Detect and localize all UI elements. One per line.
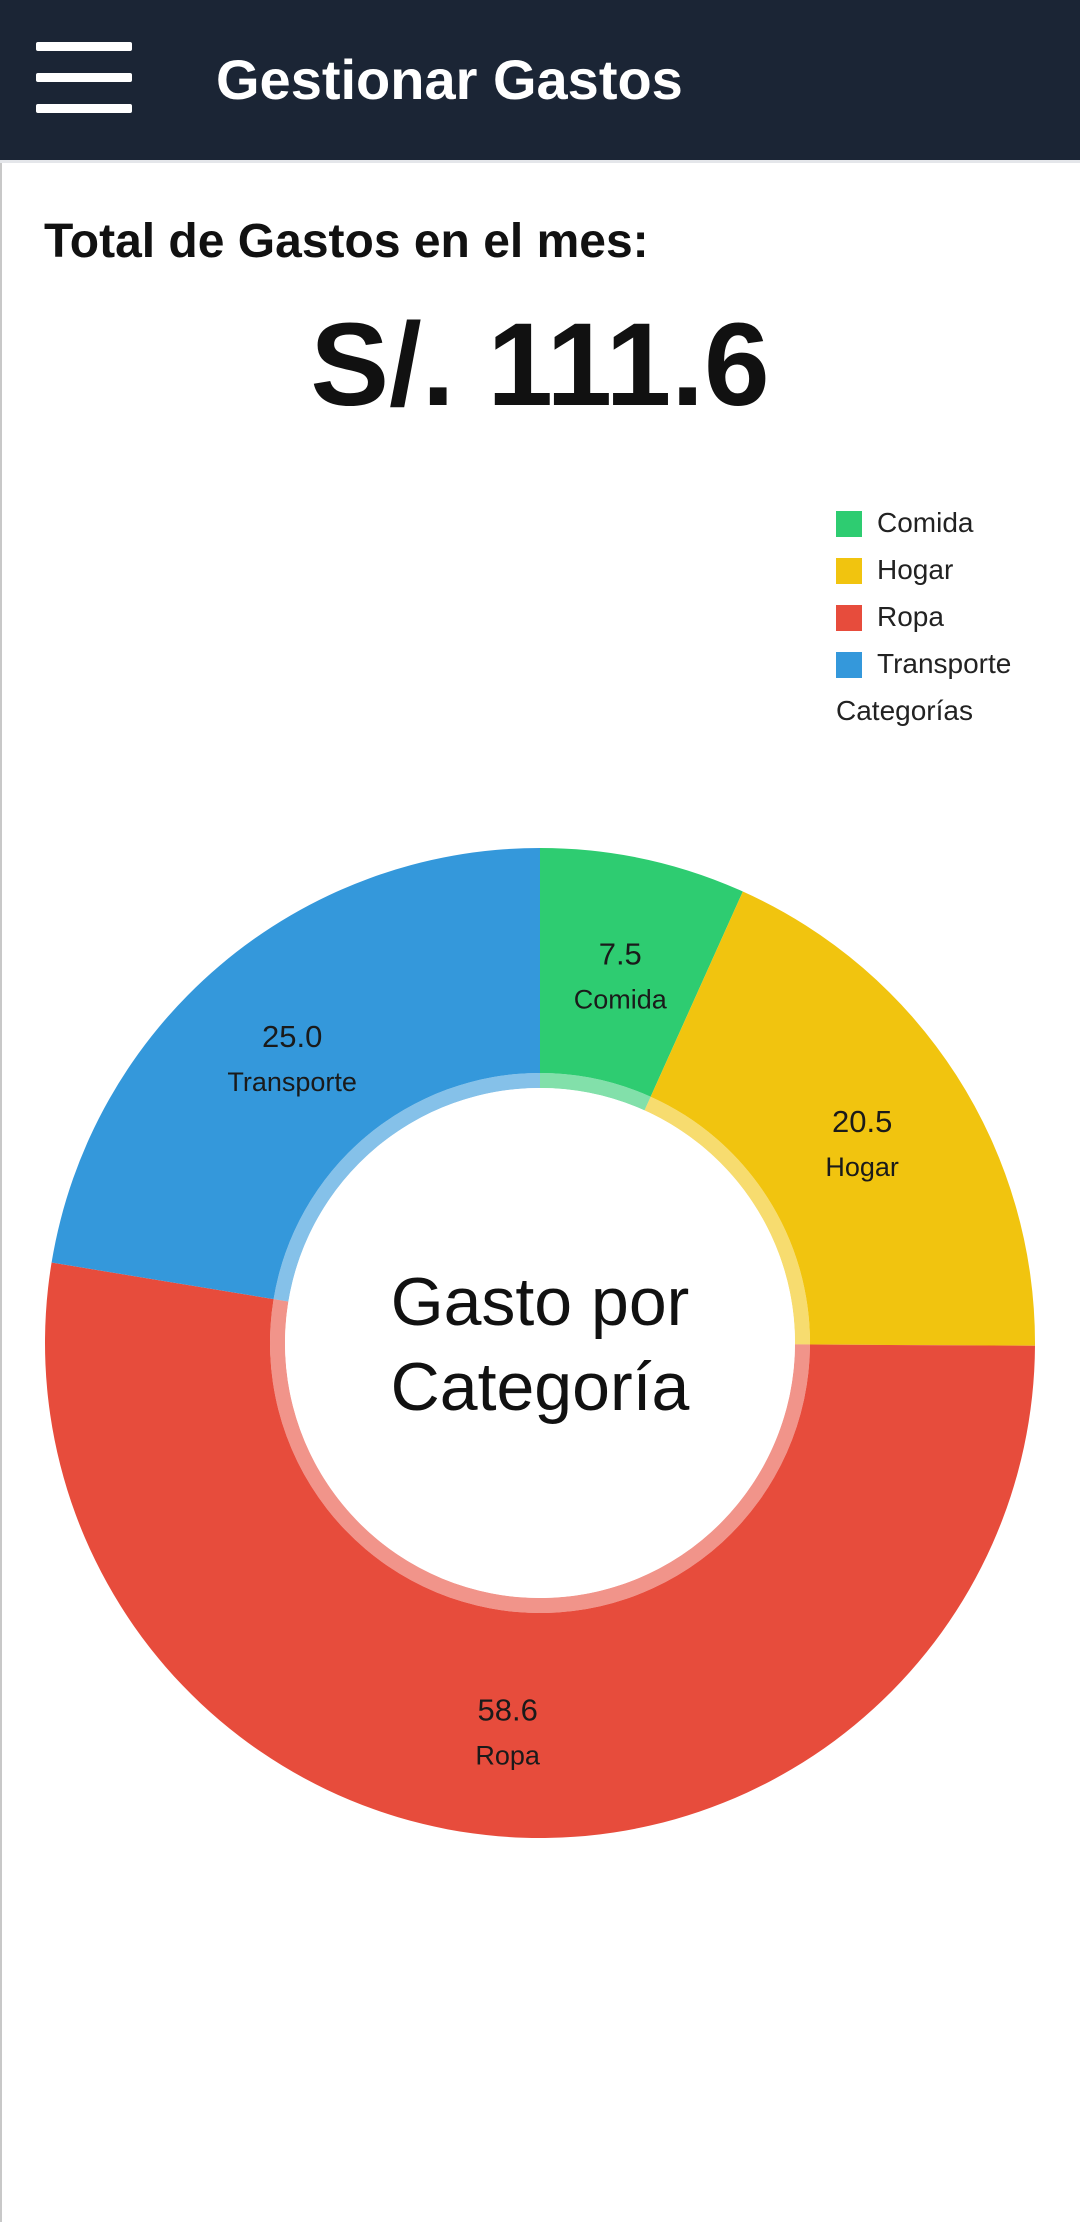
legend-swatch	[836, 652, 862, 678]
slice-category-label: Ropa	[475, 1741, 541, 1771]
legend-label: Transporte	[877, 648, 1012, 679]
legend-title: Categorías	[836, 695, 973, 726]
slice-value-label: 58.6	[478, 1693, 538, 1728]
inner-ring-hogar	[644, 1096, 810, 1345]
legend-label: Hogar	[877, 554, 954, 585]
legend-item-hogar[interactable]: Hogar	[836, 551, 1076, 598]
inner-ring-transporte	[273, 1073, 540, 1302]
slice-value-label: 7.5	[599, 937, 642, 972]
legend-item-comida[interactable]: Comida	[836, 504, 1076, 551]
donut-hole	[285, 1088, 795, 1598]
app-bar-divider	[0, 160, 1080, 163]
total-label: Total de Gastos en el mes:	[44, 215, 649, 268]
legend-swatch	[836, 605, 862, 631]
inner-ring-comida	[540, 1073, 651, 1111]
legend-item-transporte[interactable]: Transporte	[836, 645, 1076, 692]
slice-transporte[interactable]	[51, 848, 541, 1300]
slice-category-label: Comida	[574, 985, 668, 1015]
slice-ropa[interactable]	[45, 1262, 1035, 1838]
slice-category-label: Transporte	[227, 1067, 357, 1097]
app-bar: Gestionar Gastos	[0, 0, 1080, 160]
chart-center-title: Categoría	[391, 1349, 690, 1425]
page-title: Gestionar Gastos	[216, 48, 683, 111]
slice-value-label: 20.5	[832, 1104, 892, 1139]
slice-hogar[interactable]	[650, 891, 1035, 1346]
chart-center-title: Gasto por	[391, 1264, 690, 1340]
legend-label: Ropa	[877, 601, 944, 632]
chart-legend: Comida Hogar Ropa Transporte Categorías	[836, 504, 1076, 728]
legend-item-ropa[interactable]: Ropa	[836, 598, 1076, 645]
left-edge-line	[0, 163, 2, 2222]
slice-comida[interactable]	[540, 848, 743, 1097]
legend-label: Comida	[877, 507, 974, 538]
legend-swatch	[836, 511, 862, 537]
slice-category-label: Hogar	[825, 1152, 899, 1182]
legend-swatch	[836, 558, 862, 584]
total-value: S/. 111.6	[310, 299, 770, 431]
hamburger-menu-icon[interactable]	[36, 40, 132, 116]
slice-value-label: 25.0	[262, 1019, 322, 1054]
